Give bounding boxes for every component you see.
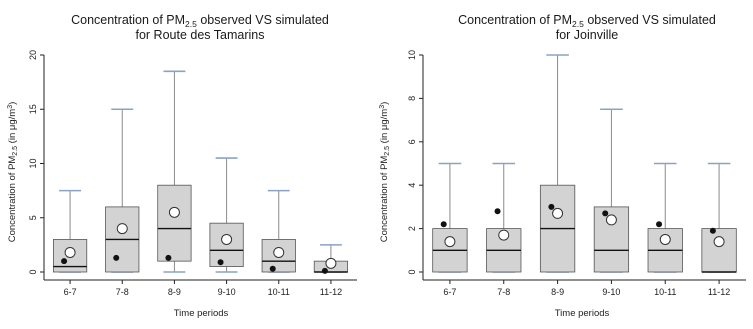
- observed-point: [61, 258, 68, 265]
- y-tick-label: 8: [407, 96, 417, 101]
- observed-point: [494, 208, 501, 215]
- observed-point: [269, 265, 276, 272]
- observed-point: [113, 254, 120, 261]
- observed-point: [602, 210, 609, 217]
- observed-point: [656, 221, 663, 228]
- x-tick-label: 7-8: [116, 287, 129, 297]
- y-tick-label: 10: [407, 50, 417, 60]
- observed-point: [709, 227, 716, 234]
- x-axis-label: Time periods: [555, 308, 610, 319]
- mean-marker: [116, 223, 128, 235]
- y-tick-label: 10: [28, 158, 38, 168]
- mean-marker: [552, 207, 564, 219]
- chart-title-line2: for Joinville: [556, 28, 619, 42]
- x-tick-label: 9-10: [218, 287, 236, 297]
- mean-marker: [605, 214, 617, 226]
- y-tick-label: 0: [407, 269, 417, 274]
- chart-route-des-tamarins: Concentration of PM2.5 observed VS simul…: [7, 13, 357, 319]
- observed-point: [548, 203, 555, 210]
- observed-point: [217, 259, 224, 266]
- plot-area: 0 2 4 6 8 10 6-7 7-8 8-9 9-10 10-11 11-12: [407, 50, 746, 297]
- y-axis-label: Concentration of PM2.5 (in μg/m3): [379, 102, 391, 243]
- y-axis-label: Concentration of PM2.5 (in μg/m3): [7, 102, 19, 243]
- mean-marker: [659, 233, 671, 245]
- chart-joinville: Concentration of PM2.5 observed VS simul…: [379, 13, 746, 319]
- y-tick-label: 0: [28, 269, 38, 274]
- x-tick-label: 10-11: [654, 287, 676, 297]
- mean-marker: [221, 233, 233, 245]
- x-tick-label: 7-8: [497, 287, 510, 297]
- y-tick-label: 5: [28, 215, 38, 220]
- x-tick-label: 9-10: [602, 287, 620, 297]
- x-axis-label: Time periods: [174, 308, 229, 319]
- plot-area: 0 5 10 15 20 6-7 7-8 8-9 9-10 10-11 11-12: [28, 50, 357, 297]
- mean-marker: [273, 246, 285, 258]
- chart-title: Concentration of PM2.5 observed VS simul…: [458, 13, 716, 29]
- x-tick-label: 11-12: [320, 287, 342, 297]
- y-tick-label: 6: [407, 139, 417, 144]
- y-tick-label: 20: [28, 50, 38, 60]
- x-tick-label: 6-7: [443, 287, 456, 297]
- chart-title-line2: for Route des Tamarins: [136, 28, 265, 42]
- observed-point: [321, 267, 328, 274]
- x-tick-label: 11-12: [708, 287, 730, 297]
- x-tick-label: 6-7: [64, 287, 77, 297]
- x-tick-label: 8-9: [551, 287, 564, 297]
- box: [701, 228, 737, 273]
- y-tick-label: 15: [28, 104, 38, 114]
- observed-point: [165, 254, 172, 261]
- mean-marker: [713, 236, 725, 248]
- box: [157, 184, 192, 262]
- mean-marker: [498, 229, 510, 241]
- mean-marker: [444, 236, 456, 248]
- mean-marker: [168, 206, 180, 218]
- y-tick-label: 2: [407, 226, 417, 231]
- y-tick-label: 4: [407, 183, 417, 188]
- x-tick-label: 10-11: [268, 287, 290, 297]
- chart-title: Concentration of PM2.5 observed VS simul…: [71, 13, 329, 29]
- observed-point: [440, 221, 447, 228]
- mean-marker: [64, 246, 76, 258]
- x-tick-label: 8-9: [168, 287, 181, 297]
- mean-marker: [325, 257, 337, 269]
